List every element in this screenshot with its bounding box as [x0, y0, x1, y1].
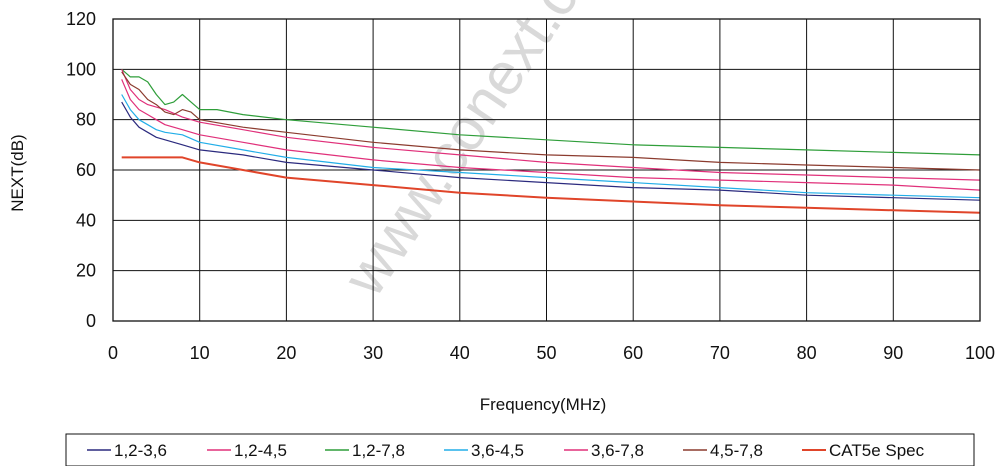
x-tick-label: 60 [623, 343, 643, 363]
y-tick-label: 80 [76, 110, 96, 130]
tick-labels: 0 10 20 30 40 50 60 70 80 90 100 0 20 40 60 80 100 120 [66, 9, 995, 363]
legend-entry: 3,6-4,5 [471, 441, 524, 460]
y-tick-label: 20 [76, 261, 96, 281]
x-tick-label: 30 [363, 343, 383, 363]
series-lines [121, 68, 981, 214]
x-tick-label: 0 [108, 343, 118, 363]
x-tick-label: 20 [276, 343, 296, 363]
plot-frame [112, 18, 981, 322]
y-tick-label: 120 [66, 9, 96, 29]
y-tick-label: 100 [66, 59, 96, 79]
legend-entry: CAT5e Spec [829, 441, 925, 460]
series-line [121, 71, 981, 171]
series-line [121, 156, 981, 214]
legend-entry: 1,2-7,8 [352, 441, 405, 460]
y-tick-label: 40 [76, 210, 96, 230]
y-tick-label: 0 [86, 311, 96, 331]
x-axis-title: Frequency(MHz) [480, 395, 607, 414]
x-tick-label: 50 [536, 343, 556, 363]
x-tick-label: 40 [450, 343, 470, 363]
legend-entry: 3,6-7,8 [591, 441, 644, 460]
series-line [121, 68, 981, 156]
x-tick-label: 10 [190, 343, 210, 363]
legend: 1,2-3,6 1,2-4,5 1,2-7,8 3,6-4,5 3,6-7,8 4,5-7… [65, 433, 975, 466]
x-tick-label: 100 [965, 343, 995, 363]
legend-entry: 1,2-3,6 [114, 441, 167, 460]
y-tick-label: 60 [76, 160, 96, 180]
x-tick-label: 70 [710, 343, 730, 363]
x-tick-label: 90 [883, 343, 903, 363]
series-line [121, 94, 981, 199]
legend-entry: 1,2-4,5 [234, 441, 287, 460]
legend-entry: 4,5-7,8 [710, 441, 763, 460]
y-axis-title: NEXT(dB) [8, 134, 27, 211]
series-line [121, 69, 981, 181]
series-line [121, 79, 981, 191]
series-line [121, 101, 981, 201]
x-tick-label: 80 [797, 343, 817, 363]
